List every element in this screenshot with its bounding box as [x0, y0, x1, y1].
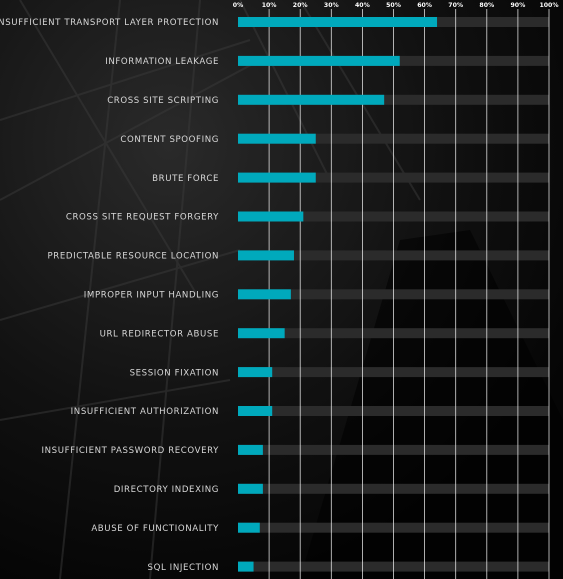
x-tick-label: 50% [386, 2, 401, 9]
bar [238, 561, 254, 572]
x-tick-label: 10% [262, 2, 277, 9]
category-label: DIRECTORY INDEXING [114, 485, 219, 495]
x-tick-label: 0% [233, 2, 244, 9]
bar [238, 328, 285, 339]
category-label: PREDICTABLE RESOURCE LOCATION [48, 252, 220, 262]
x-tick-label: 20% [293, 2, 308, 9]
category-label: INSUFFICIENT PASSWORD RECOVERY [42, 446, 220, 456]
x-tick-label: 70% [448, 2, 463, 9]
bar [238, 289, 291, 300]
bar [238, 17, 438, 27]
bar [238, 133, 316, 144]
bar [238, 172, 316, 183]
bar [238, 444, 263, 455]
x-tick-label: 80% [479, 2, 494, 9]
bar [238, 522, 260, 533]
category-label: BRUTE FORCE [152, 174, 219, 184]
x-tick-label: 30% [324, 2, 339, 9]
bar [238, 367, 273, 378]
category-label: SQL INJECTION [148, 563, 219, 573]
category-label: INSUFFICIENT AUTHORIZATION [71, 407, 219, 417]
category-label: INFORMATION LEAKAGE [105, 57, 219, 67]
category-label: ABUSE OF FUNCTIONALITY [91, 524, 219, 534]
x-tick-label: 100% [539, 2, 558, 9]
category-label: CROSS SITE REQUEST FORGERY [66, 213, 219, 223]
category-label: IMPROPER INPUT HANDLING [84, 291, 219, 301]
category-label: SESSION FIXATION [130, 368, 219, 378]
category-label: INSUFFICIENT TRANSPORT LAYER PROTECTION [0, 18, 219, 28]
category-label: CROSS SITE SCRIPTING [107, 96, 219, 106]
bar [238, 94, 385, 105]
x-tick-label: 90% [510, 2, 525, 9]
x-tick-label: 60% [417, 2, 432, 9]
category-label: URL REDIRECTOR ABUSE [100, 329, 219, 339]
bar [238, 55, 400, 66]
bar [238, 250, 294, 261]
bar [238, 483, 263, 494]
bar [238, 406, 273, 416]
category-label: CONTENT SPOOFING [120, 135, 219, 145]
x-tick-label: 40% [355, 2, 370, 9]
bar [238, 211, 304, 222]
